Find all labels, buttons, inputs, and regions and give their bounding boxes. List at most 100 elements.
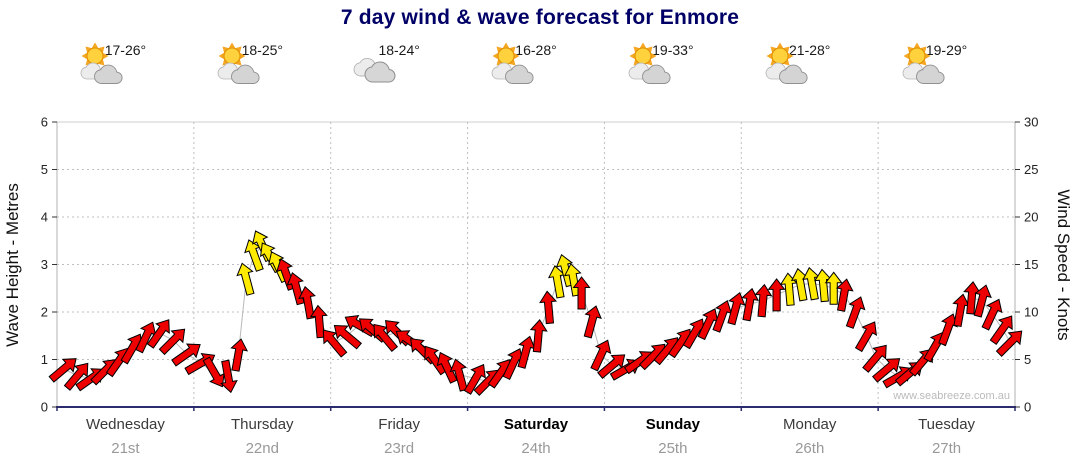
wind-arrow <box>230 338 249 372</box>
day-label-wednesday: Wednesday 21st <box>57 416 193 457</box>
svg-text:0: 0 <box>41 400 48 415</box>
svg-text:1: 1 <box>41 352 48 367</box>
day-date: 22nd <box>245 440 279 457</box>
wind-arrows <box>48 230 1023 396</box>
temperature-range: 16-28° <box>515 42 557 58</box>
partly-cloudy-icon <box>81 42 148 110</box>
wind-arrow <box>583 305 602 339</box>
wind-arrow <box>333 324 362 350</box>
day-header-wednesday: 17-26° <box>79 42 171 110</box>
temperature-range: 17-26° <box>104 42 147 58</box>
wind-arrow <box>981 298 1003 331</box>
wind-arrow <box>171 343 201 367</box>
day-header-saturday: 16-28° <box>490 42 582 110</box>
day-date: 24th <box>521 440 551 457</box>
wind-arrow <box>555 253 574 288</box>
day-header-monday: 21-28° <box>764 42 856 110</box>
day-date: 23rd <box>384 440 415 457</box>
wind-arrow <box>727 291 746 326</box>
wind-arrow <box>236 262 255 296</box>
wind-arrow <box>563 263 582 297</box>
temperature-range: 19-33° <box>652 42 694 58</box>
wind-arrow <box>741 287 760 322</box>
wind-arrow <box>767 278 786 312</box>
day-header-friday: 18-24° <box>353 42 445 110</box>
svg-text:15: 15 <box>1024 257 1038 272</box>
day-label-monday: Monday 26th <box>742 416 878 457</box>
day-name: Wednesday <box>85 416 165 433</box>
wind-arrow <box>529 319 548 353</box>
svg-text:0: 0 <box>1024 400 1031 415</box>
wind-arrow <box>973 284 992 318</box>
partly-cloudy-icon <box>217 42 285 110</box>
wind-arrow <box>872 358 901 383</box>
wind-arrow <box>220 359 238 394</box>
day-label-tuesday: Tuesday 27th <box>879 416 1015 457</box>
day-date: 26th <box>795 440 825 457</box>
day-name: Friday <box>378 416 420 433</box>
wind-arrow <box>436 351 458 384</box>
partly-cloudy-icon <box>628 42 696 110</box>
svg-text:5: 5 <box>41 162 48 177</box>
svg-text:25: 25 <box>1024 162 1038 177</box>
day-header-sunday: 19-33° <box>627 42 719 110</box>
wind-arrow <box>845 296 866 329</box>
wind-arrow <box>146 319 170 349</box>
wind-arrow <box>158 328 186 356</box>
wind-arrow <box>449 358 468 392</box>
wind-arrow <box>539 290 558 325</box>
day-label-sunday: Sunday 25th <box>605 416 741 457</box>
wind-arrow <box>572 276 591 310</box>
day-name: Tuesday <box>918 416 976 433</box>
temperature-range: 21-28° <box>789 42 831 58</box>
wind-arrow <box>48 358 77 383</box>
day-label-saturday: Saturday 24th <box>468 416 604 457</box>
svg-text:5: 5 <box>1024 352 1031 367</box>
wind-arrow <box>854 321 878 353</box>
partly-cloudy-icon <box>491 42 559 110</box>
svg-text:10: 10 <box>1024 305 1038 320</box>
day-name: Saturday <box>503 416 569 433</box>
wind-arrow <box>424 345 448 376</box>
svg-text:20: 20 <box>1024 210 1038 225</box>
wind-arrow <box>590 339 612 372</box>
day-date: 27th <box>931 440 962 457</box>
svg-text:4: 4 <box>41 210 48 225</box>
wind-arrow <box>835 278 854 312</box>
watermark: www.seabreeze.com.au <box>893 390 1010 402</box>
svg-text:30: 30 <box>1024 115 1038 130</box>
day-name: Sunday <box>645 416 700 433</box>
svg-text:2: 2 <box>41 305 48 320</box>
wind-arrow <box>202 356 225 388</box>
day-label-thursday: Thursday 22nd <box>194 416 330 457</box>
wind-arrow <box>824 271 843 305</box>
day-name: Monday <box>783 416 837 433</box>
day-date: 25th <box>658 440 688 457</box>
partly-cloudy-icon <box>765 42 833 110</box>
temperature-range: 18-25° <box>241 42 283 58</box>
wind-arrow <box>989 315 1013 345</box>
wind-arrow <box>862 344 887 373</box>
day-name: Thursday <box>231 416 294 433</box>
page-title: 7 day wind & wave forecast for Enmore <box>340 6 740 29</box>
wind-arrow <box>322 329 348 358</box>
day-date: 21st <box>111 440 140 457</box>
day-label-friday: Friday 23rd <box>331 416 467 457</box>
svg-text:6: 6 <box>41 115 48 130</box>
temperature-range: 18-24° <box>378 42 420 58</box>
partly-cloudy-icon <box>902 42 970 110</box>
wind-arrow <box>463 363 486 395</box>
day-header-tuesday: 19-29° <box>901 42 993 110</box>
day-header-thursday: 18-25° <box>216 42 308 110</box>
temperature-range: 19-29° <box>925 42 968 58</box>
wind-arrow <box>779 272 798 306</box>
cloudy-icon <box>353 57 422 110</box>
wind-arrow <box>754 283 773 318</box>
wind-arrow <box>938 313 958 347</box>
wind-arrow <box>995 330 1023 357</box>
wind-arrow <box>63 362 89 391</box>
svg-text:3: 3 <box>41 257 48 272</box>
wind-arrow <box>298 285 316 320</box>
